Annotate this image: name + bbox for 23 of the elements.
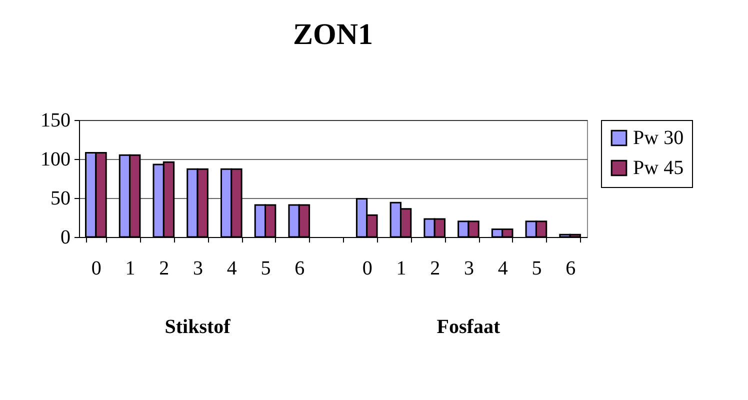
x-tick-label: 4	[498, 258, 508, 280]
x-tick-label: 5	[260, 258, 271, 280]
x-tick-label: 1	[125, 258, 136, 280]
x-tick-label: 1	[396, 258, 406, 280]
legend-label: Pw 45	[633, 157, 684, 179]
y-tick-label: 50	[50, 188, 70, 210]
legend-label: Pw 30	[633, 127, 684, 149]
x-tick-label: 0	[362, 258, 372, 280]
y-tick-label: 150	[40, 110, 70, 132]
y-tick-label: 0	[60, 226, 70, 248]
text: Fosfaat	[436, 316, 500, 338]
x-tick-label: 5	[532, 258, 542, 280]
x-tick-label: 3	[193, 258, 204, 280]
x-tick-label: 2	[430, 258, 440, 280]
text: Stikstof	[164, 316, 231, 338]
x-tick-label: 6	[566, 258, 576, 280]
x-tick-label: 3	[464, 258, 474, 280]
y-tick-label: 100	[40, 148, 70, 170]
x-tick-label: 2	[159, 258, 170, 280]
chart-title: ZON1	[292, 18, 374, 51]
x-tick-label: 0	[91, 258, 102, 280]
x-tick-label: 4	[226, 258, 237, 280]
x-tick-label: 6	[294, 258, 305, 280]
